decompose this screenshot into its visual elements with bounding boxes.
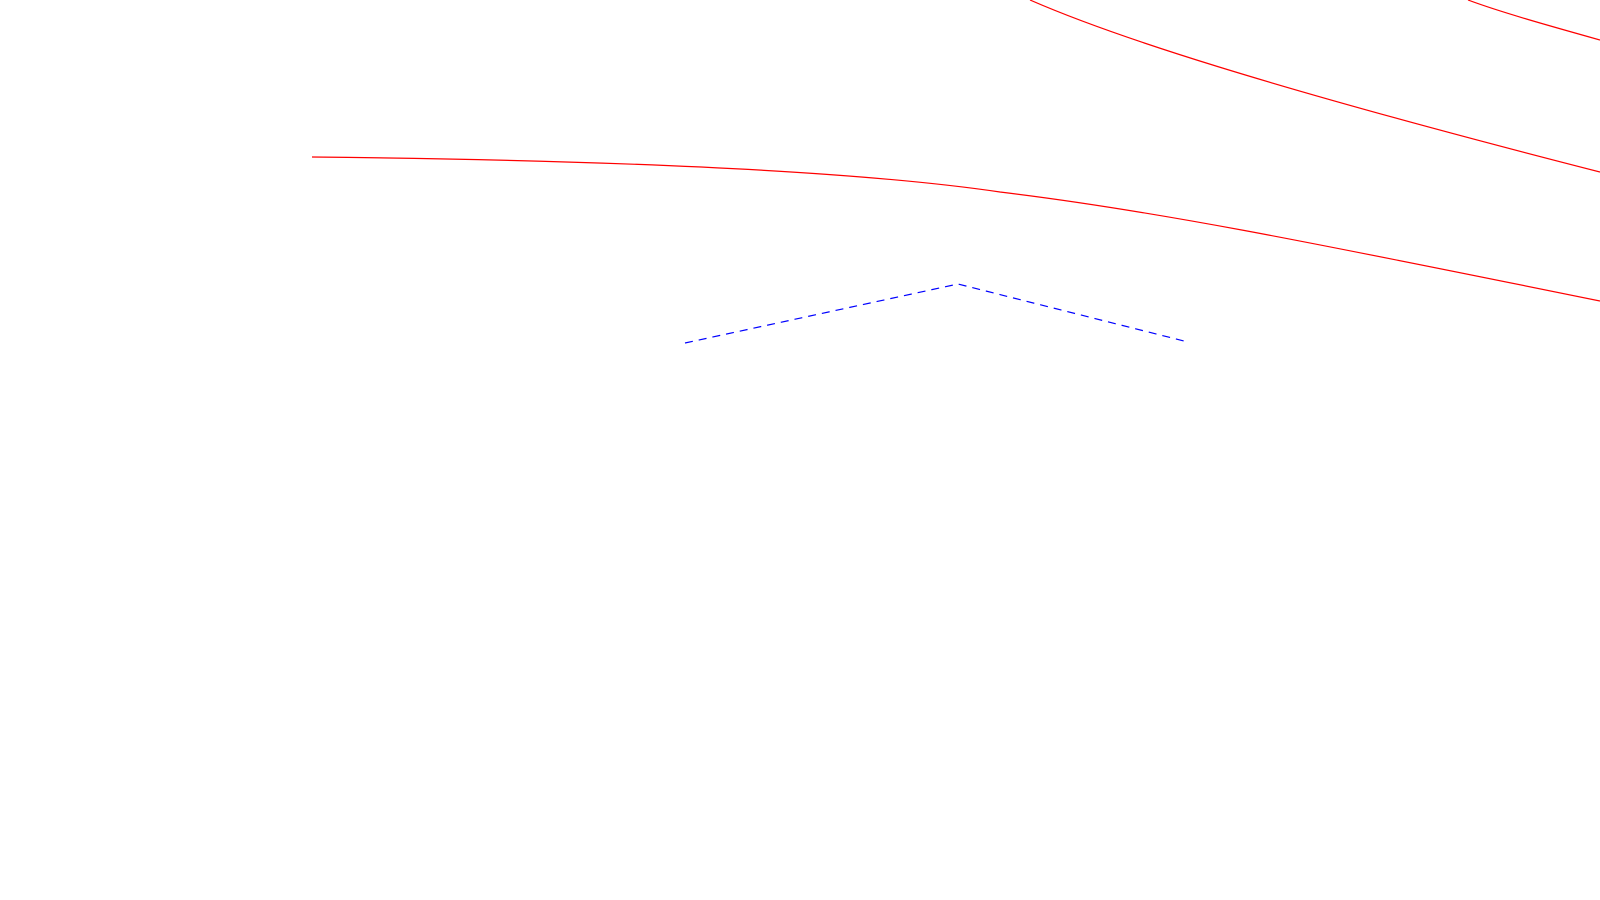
red-curve-corner[interactable] bbox=[1467, 0, 1600, 41]
blue-dashed-chevron[interactable] bbox=[684, 283, 1189, 344]
red-curve-long[interactable] bbox=[311, 156, 1600, 302]
red-curve-upper-right[interactable] bbox=[1029, 0, 1600, 173]
